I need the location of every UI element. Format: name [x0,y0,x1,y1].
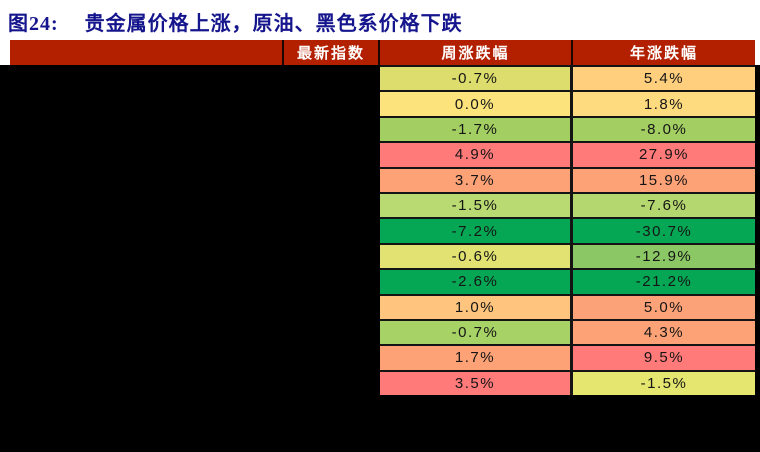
weekly-change-cell: 1.0% [380,295,573,319]
header-cell-latest-index: 最新指数 [284,40,380,65]
figure-number: 图24: [8,12,59,35]
yearly-change-cell: 27.9% [573,143,755,167]
table-row: -1.7% -8.0% [380,115,755,142]
weekly-change-cell: -1.7% [380,117,573,142]
weekly-change-cell: 0.0% [380,92,573,116]
yearly-change-cell: 15.9% [573,168,755,192]
yearly-change-cell: 5.4% [573,67,755,91]
weekly-change-cell: -2.6% [380,270,573,294]
weekly-change-cell: 4.9% [380,143,573,167]
table-row: 0.0% 1.8% [380,90,755,116]
table-body: -0.7% 5.4% 0.0% 1.8% -1.7% -8.0% 4.9% 27… [380,65,755,396]
table-row: -0.7% 4.3% [380,318,755,345]
weekly-change-cell: 3.7% [380,168,573,192]
yearly-change-cell: 5.0% [573,295,755,319]
table-row: -0.7% 5.4% [380,65,755,91]
weekly-change-cell: 3.5% [380,371,573,396]
figure-title-text: 贵金属价格上涨，原油、黑色系价格下跌 [84,12,463,35]
weekly-change-cell: -0.6% [380,244,573,269]
table-row: -7.2% -30.7% [380,217,755,243]
yearly-change-cell: -8.0% [573,117,755,142]
header-cell-weekly-change: 周涨跌幅 [380,40,573,65]
weekly-change-cell: -0.7% [380,320,573,345]
weekly-change-cell: -7.2% [380,219,573,243]
weekly-change-cell: -1.5% [380,193,573,218]
table-row: 1.0% 5.0% [380,293,755,319]
weekly-change-cell: 1.7% [380,346,573,370]
yearly-change-cell: -1.5% [573,371,755,396]
table-row: 3.7% 15.9% [380,166,755,192]
yearly-change-cell: -7.6% [573,193,755,218]
table-row: -1.5% -7.6% [380,191,755,218]
yearly-change-cell: -21.2% [573,270,755,294]
table-row: 4.9% 27.9% [380,141,755,167]
yearly-change-cell: -30.7% [573,219,755,243]
table-row: 3.5% -1.5% [380,369,755,396]
table-row: -0.6% -12.9% [380,242,755,269]
yearly-change-cell: 9.5% [573,346,755,370]
figure-title: 图24: 贵金属价格上涨，原油、黑色系价格下跌 [8,6,752,36]
weekly-change-cell: -0.7% [380,67,573,91]
header-cell-yearly-change: 年涨跌幅 [573,40,755,65]
header-cell-index-name [10,40,284,65]
yearly-change-cell: 4.3% [573,320,755,345]
table-header-row: 最新指数 周涨跌幅 年涨跌幅 [10,40,755,65]
yearly-change-cell: 1.8% [573,92,755,116]
table-row: -2.6% -21.2% [380,268,755,294]
yearly-change-cell: -12.9% [573,244,755,269]
table-row: 1.7% 9.5% [380,344,755,370]
